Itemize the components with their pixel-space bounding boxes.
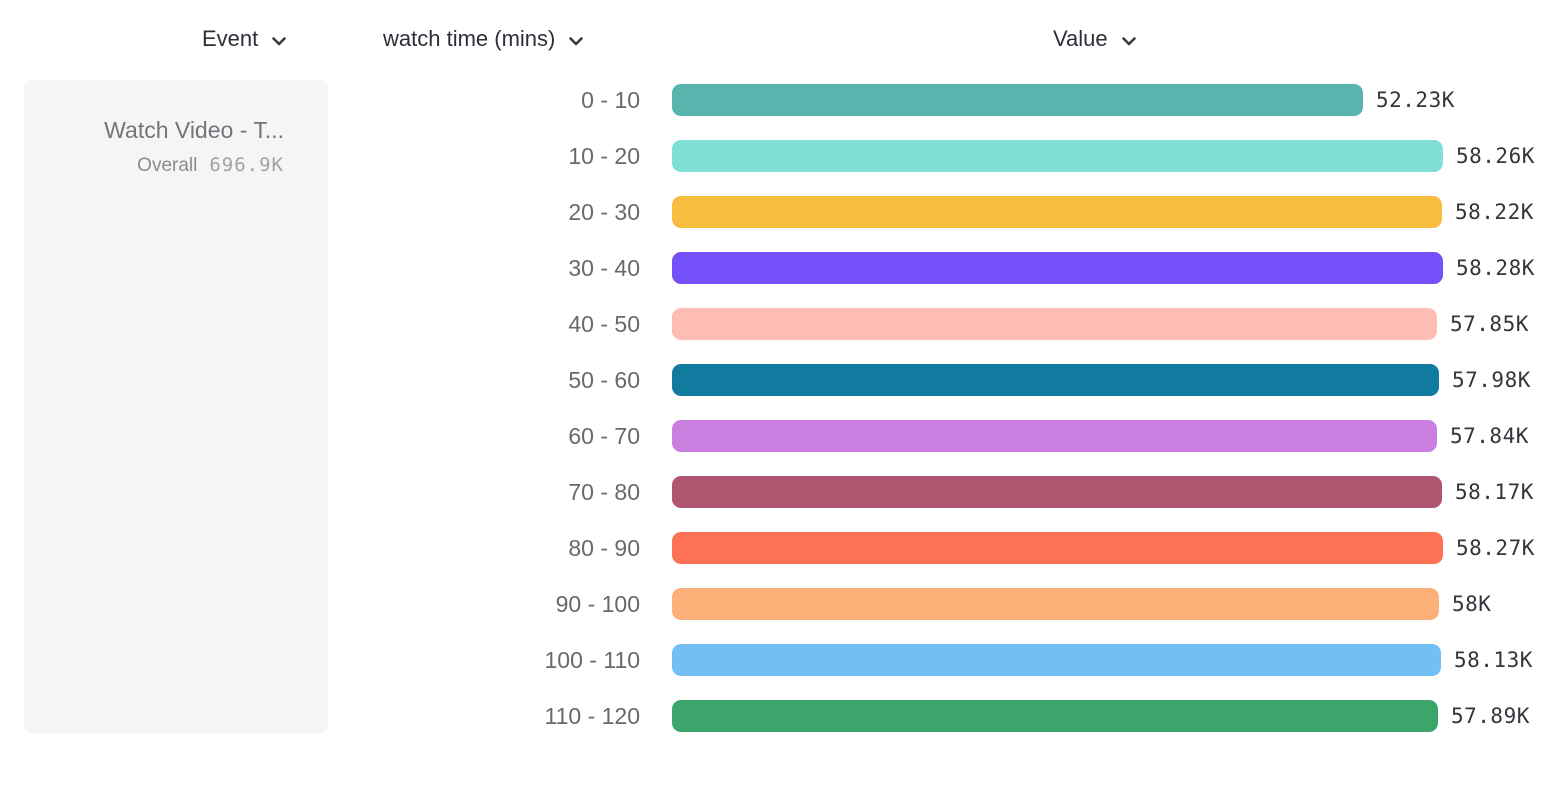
bar-50-60[interactable] [672, 364, 1439, 396]
chevron-down-icon [1121, 36, 1137, 47]
bar-value: 57.89K [1451, 704, 1530, 728]
breakdown-column-label: watch time (mins) [383, 26, 556, 51]
bucket-label: 40 - 50 [568, 310, 640, 337]
bucket-label: 10 - 20 [568, 142, 640, 169]
bar-10-20[interactable] [672, 140, 1443, 172]
chart-row: 30 - 40 58.28K [0, 240, 1568, 296]
chart-row: 80 - 90 58.27K [0, 520, 1568, 576]
bar-value: 58.26K [1456, 144, 1535, 168]
bucket-label: 80 - 90 [568, 534, 640, 561]
bar-70-80[interactable] [672, 476, 1442, 508]
chart-row: 70 - 80 58.17K [0, 464, 1568, 520]
event-title: Watch Video - T... [104, 117, 284, 143]
bar-value: 58.27K [1456, 536, 1535, 560]
bar-40-50[interactable] [672, 308, 1437, 340]
bucket-label: 90 - 100 [555, 590, 640, 617]
bucket-label: 50 - 60 [568, 366, 640, 393]
bar-value: 58.13K [1454, 648, 1533, 672]
bucket-label: 30 - 40 [568, 254, 640, 281]
bucket-label: 60 - 70 [568, 422, 640, 449]
chart-row: 20 - 30 58.22K [0, 184, 1568, 240]
chart-row: 110 - 120 57.89K [0, 688, 1568, 744]
bar-value: 57.85K [1450, 312, 1529, 336]
breakdown-column-dropdown[interactable]: watch time (mins) [383, 26, 584, 52]
bar-chart: 0 - 10 52.23K 10 - 20 58.26K 20 - 30 58.22K 30… [0, 72, 1568, 744]
chart-row: 10 - 20 58.26K [0, 128, 1568, 184]
chart-row: 0 - 10 52.23K [0, 72, 1568, 128]
bar-value: 58.17K [1455, 480, 1534, 504]
chart-row: 40 - 50 57.85K [0, 296, 1568, 352]
bar-0-10[interactable] [672, 84, 1363, 116]
bar-value: 57.98K [1452, 368, 1531, 392]
bucket-label: 110 - 120 [544, 702, 640, 729]
chevron-down-icon [568, 36, 584, 47]
bar-60-70[interactable] [672, 420, 1437, 452]
bar-90-100[interactable] [672, 588, 1439, 620]
bucket-label: 20 - 30 [568, 198, 640, 225]
bar-80-90[interactable] [672, 532, 1443, 564]
chevron-down-icon [271, 36, 287, 47]
bar-value: 58.22K [1455, 200, 1534, 224]
event-card[interactable]: Watch Video - T... Overall 696.9K [24, 80, 328, 733]
chart-row: 90 - 100 58K [0, 576, 1568, 632]
chart-row: 100 - 110 58.13K [0, 632, 1568, 688]
bar-110-120[interactable] [672, 700, 1438, 732]
value-column-label: Value [1053, 26, 1108, 51]
bar-100-110[interactable] [672, 644, 1441, 676]
bar-value: 58.28K [1456, 256, 1535, 280]
bar-value: 57.84K [1450, 424, 1529, 448]
bucket-label: 100 - 110 [544, 646, 640, 673]
overall-value: 696.9K [209, 153, 284, 176]
event-column-dropdown[interactable]: Event [202, 26, 287, 52]
bucket-label: 0 - 10 [581, 86, 640, 113]
bar-value: 58K [1452, 592, 1492, 616]
bucket-label: 70 - 80 [568, 478, 640, 505]
chart-row: 50 - 60 57.98K [0, 352, 1568, 408]
event-overall-row: Overall 696.9K [24, 154, 284, 178]
event-column-label: Event [202, 26, 259, 51]
bar-value: 52.23K [1376, 88, 1455, 112]
bar-20-30[interactable] [672, 196, 1442, 228]
bar-30-40[interactable] [672, 252, 1443, 284]
value-column-dropdown[interactable]: Value [1053, 26, 1137, 52]
chart-row: 60 - 70 57.84K [0, 408, 1568, 464]
overall-label: Overall [137, 154, 198, 176]
